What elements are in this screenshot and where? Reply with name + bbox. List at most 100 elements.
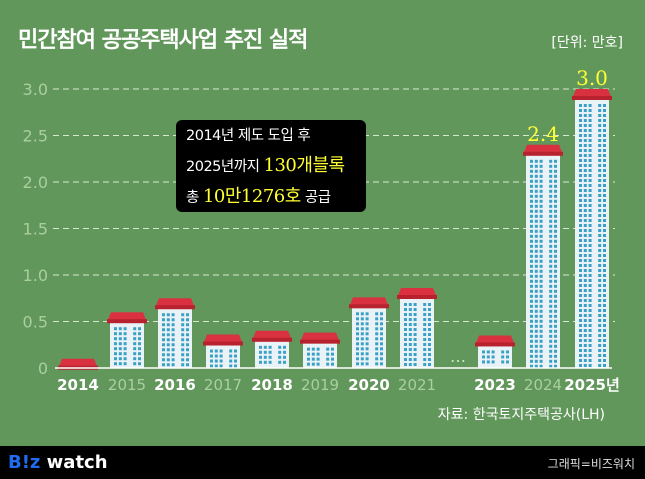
bar-window (404, 353, 407, 357)
bar-window (549, 239, 553, 243)
bar-window (534, 234, 538, 238)
bar-window (530, 174, 533, 178)
bar-window (583, 194, 587, 197)
bar-window (549, 294, 553, 298)
bar-window (554, 229, 557, 233)
bar-window (360, 317, 364, 321)
x-tick-label: 2021 (398, 376, 436, 394)
bar-window (530, 344, 533, 348)
bar-window (588, 209, 592, 212)
bar-window (171, 363, 175, 367)
bar-window (534, 309, 538, 313)
bar-window (598, 279, 602, 282)
bar-window (214, 349, 218, 353)
bar-window (579, 344, 582, 347)
bar-window (583, 344, 587, 347)
bar-roof-edge (523, 151, 563, 156)
bar-window (375, 352, 379, 356)
bar-window (583, 124, 587, 127)
bar-window (530, 159, 533, 163)
bar-window (123, 347, 127, 351)
bar-window (539, 169, 543, 173)
bar-window (360, 337, 364, 341)
bar-window (603, 344, 606, 347)
bar-window (356, 332, 359, 336)
bar-window (603, 139, 606, 142)
bar-window (603, 199, 606, 202)
bar-window (138, 357, 141, 361)
bar-window (423, 363, 427, 367)
bar-window (114, 342, 117, 346)
bar-window (554, 279, 557, 283)
bar-window (598, 299, 602, 302)
bar-window (380, 312, 383, 316)
bar-window (360, 327, 364, 331)
bar-window (598, 159, 602, 162)
bar-window (114, 332, 117, 336)
bar-window (268, 345, 272, 349)
bar-window (413, 318, 417, 322)
bar-window (229, 349, 233, 353)
bar-window (598, 209, 602, 212)
bar-window (375, 357, 379, 361)
bar-window (598, 164, 602, 167)
bar-window (588, 114, 592, 117)
bar-window (268, 350, 272, 354)
bar-window (549, 259, 553, 263)
bar-window (210, 349, 213, 353)
bar-window (598, 319, 602, 322)
bar-window (530, 229, 533, 233)
bar-window (138, 337, 141, 341)
bizwatch-logo[interactable]: B!z watch (8, 452, 108, 473)
x-tick-label: 2014 (57, 376, 99, 394)
bar-window (598, 214, 602, 217)
bar-window (603, 229, 606, 232)
bar-window (539, 159, 543, 163)
bar-window (549, 334, 553, 338)
bar-window (598, 314, 602, 317)
bar-window (404, 343, 407, 347)
bar-window (603, 279, 606, 282)
bar-window (598, 179, 602, 182)
bar-window (554, 304, 557, 308)
bar-window (588, 259, 592, 262)
bar-window (579, 194, 582, 197)
bar-window (583, 219, 587, 222)
bar-window (408, 338, 412, 342)
bar-window (588, 189, 592, 192)
bar-window (307, 357, 310, 361)
bar-window (534, 304, 538, 308)
bar-window (588, 304, 592, 307)
bar-window (534, 319, 538, 323)
bar-window (539, 334, 543, 338)
bar-window (583, 289, 587, 292)
bar-window (408, 323, 412, 327)
bar-window (539, 204, 543, 208)
bar-window (603, 264, 606, 267)
bar-window (380, 347, 383, 351)
bar-window (579, 184, 582, 187)
bar-body (575, 99, 609, 368)
bar-window (603, 134, 606, 137)
bar-window (365, 332, 369, 336)
bar-window (554, 189, 557, 193)
bar-window (408, 313, 412, 317)
y-tick-label: 2.0 (23, 173, 48, 192)
bar-window (428, 333, 431, 337)
bar-window (603, 129, 606, 132)
bar-window (554, 239, 557, 243)
bar-window (259, 350, 262, 354)
bar-window (118, 347, 122, 351)
bar-window (588, 144, 592, 147)
bar-window (554, 339, 557, 343)
bar-window (408, 348, 412, 352)
bar-window (171, 338, 175, 342)
bar-window (579, 209, 582, 212)
bar-window (549, 184, 553, 188)
bar-window (539, 304, 543, 308)
summary-callout: 2014년 제도 도입 후 2025년까지 130개블록 총 10만1276호 … (176, 120, 366, 212)
bar-window (579, 214, 582, 217)
bar-window (583, 254, 587, 257)
x-tick-label: 2019 (301, 376, 339, 394)
bar-window (408, 308, 412, 312)
